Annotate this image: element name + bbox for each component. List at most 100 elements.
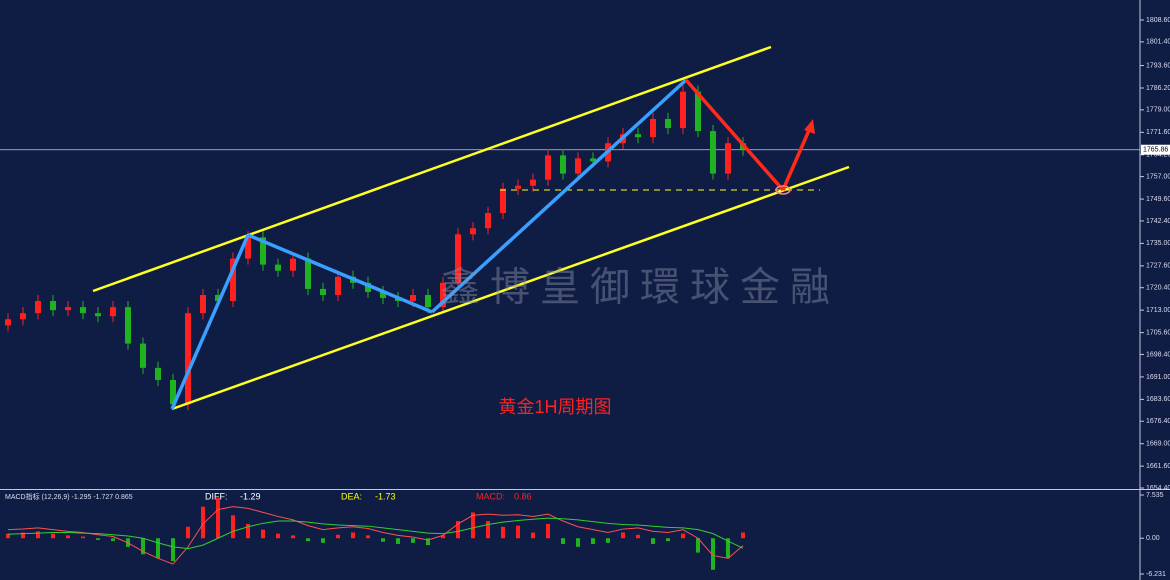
channel-upper [92,45,772,293]
candle-body [665,118,671,129]
candle-body [500,188,506,214]
candle-body [320,288,326,295]
readout-value: -1.29 [240,491,261,501]
candle-body [275,264,281,271]
candle-body [260,237,266,265]
readout-label: DIFF: [205,491,228,501]
macd-bar [546,523,550,539]
candle-body [5,319,11,326]
macd-bar [576,538,580,547]
y-tick-label: 1698.40 [1146,351,1170,358]
macd-bar [141,538,145,555]
candle-body [380,291,386,299]
candle-body [545,155,551,180]
macd-bar [621,532,625,539]
y-tick-label: 1749.60 [1146,196,1170,203]
candle-body [170,379,176,405]
macd-bar [66,535,70,539]
current-price-label: 1765.86 [1143,147,1168,154]
readout-value: -1.73 [375,491,396,501]
candle-body [455,234,461,283]
candle-body [530,179,536,186]
wave-line [170,234,250,410]
y-tick-label: 1661.60 [1146,463,1170,470]
macd-bar [36,531,40,539]
macd-bar [696,538,700,553]
readout-label: DEA: [341,491,362,501]
macd-bar [471,512,475,539]
candle-body [35,301,41,314]
macd-bar [6,533,10,539]
macd-bar [261,529,265,539]
candle-body [410,294,416,302]
projection-line [684,78,785,192]
macd-bar [51,533,55,539]
macd-bar [186,526,190,539]
readout-label: MACD: [476,491,505,501]
layer: 1808.60 1801.40 1793.60 1786.20 1779.00 1771.… [0,17,1170,578]
y-tick-label: 1691.00 [1146,374,1170,381]
y-tick-label: 1683.60 [1146,396,1170,403]
macd-bar [681,533,685,539]
candle-body [290,258,296,271]
macd-line [7,517,744,550]
candle-body [695,91,701,132]
target-marker [775,185,791,195]
macd-bar [321,538,325,543]
macd-bar [561,538,565,544]
candle-body [200,294,206,314]
candle-body [635,134,641,138]
macd-bar [606,538,610,543]
macd-bar [531,532,535,539]
macd-bar [726,538,730,559]
candle-body [50,301,56,311]
macd-bar [201,506,205,539]
macd-bar [171,538,175,562]
candle-body [305,258,311,289]
macd-bar [336,534,340,539]
current-price-box [1141,144,1170,155]
macd-bar [411,538,415,543]
candle-body [440,282,446,308]
macd-bar [651,538,655,544]
y-tick-label: 0.00 [1146,535,1160,542]
candle-body [515,185,521,189]
watermark: 鑫博皇御環球金融 [440,266,840,310]
channel-lower [171,165,850,411]
candle-body [485,213,491,229]
macd-bar [666,538,670,542]
candle-body [560,155,566,174]
candle-body [680,91,686,129]
candle-body [110,307,116,317]
macd-bar [381,538,385,542]
macd-bar [396,538,400,544]
macd-bar [81,536,85,539]
macd-bar [351,532,355,539]
macd-bar [246,523,250,539]
macd-bar [711,538,715,570]
y-tick-label: 1771.60 [1146,129,1170,136]
macd-bar [156,538,160,559]
candle-body [95,313,101,317]
macd-line [7,506,744,565]
wave-line [430,78,688,314]
macd-bar [231,515,235,539]
candle-body [20,313,26,320]
macd-bar [441,535,445,539]
macd-bar [636,534,640,539]
macd-bar [111,538,115,542]
macd-bar [276,533,280,539]
candle-body [215,294,221,302]
macd-bar [21,532,25,539]
macd-bar [486,521,490,539]
layer: 1765.86 DIFF: -1.29 DEA: -1.73 MACD: 0.86 [5,85,1170,570]
y-tick-label: 1808.60 [1146,17,1170,24]
y-tick-label: 1713.00 [1146,307,1170,314]
y-tick-label: 1786.20 [1146,85,1170,92]
wave-line [247,233,433,314]
drawings [92,45,850,411]
candle-body [230,258,236,302]
candle-body [590,158,596,162]
candle-body [650,118,656,138]
